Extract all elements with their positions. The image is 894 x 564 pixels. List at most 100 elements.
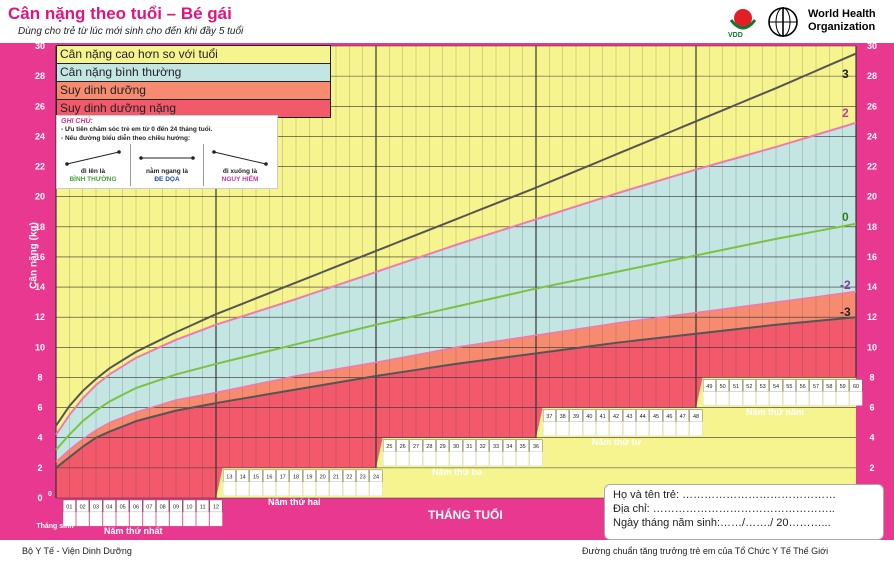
chart-subtitle: Dùng cho trẻ từ lúc mới sinh cho đến khi… bbox=[18, 26, 244, 37]
month-tick-36: 36 bbox=[533, 444, 539, 450]
month-column-11 bbox=[196, 511, 210, 527]
month-tick-54: 54 bbox=[773, 384, 779, 390]
month-tick-9: 09 bbox=[173, 505, 179, 511]
who-line-1: World Health bbox=[808, 8, 876, 20]
month-column-35 bbox=[516, 451, 530, 466]
note-trend-flat: nằm ngang là ĐE DỌA bbox=[130, 144, 203, 186]
child-name-field[interactable]: Họ và tên trẻ: …………………………………… bbox=[613, 489, 837, 501]
month-tick-48: 48 bbox=[693, 414, 699, 420]
y-tick-left-26: 26 bbox=[35, 101, 45, 111]
month-tick-57: 57 bbox=[813, 384, 819, 390]
month-column-5 bbox=[116, 511, 130, 527]
month-tick-14: 14 bbox=[240, 474, 246, 480]
y-tick-right-14: 14 bbox=[867, 282, 877, 292]
footer-source-left: Bộ Y Tế - Viện Dinh Dưỡng bbox=[22, 546, 132, 556]
curve-label-3: 3 bbox=[842, 67, 849, 81]
month-tick-49: 49 bbox=[706, 384, 712, 390]
footer-band bbox=[0, 540, 894, 564]
year-4-label: Năm thứ tư bbox=[592, 437, 642, 447]
month-column-55 bbox=[782, 391, 796, 406]
month-column-2 bbox=[76, 511, 90, 527]
curve-3 bbox=[55, 52, 857, 427]
month-tick-28: 28 bbox=[426, 444, 432, 450]
month-tick-50: 50 bbox=[720, 384, 726, 390]
month-column-49 bbox=[702, 391, 716, 406]
month-tick-3: 03 bbox=[93, 505, 99, 511]
child-info-box[interactable]: Họ và tên trẻ: …………………………………… Địa chỉ: …… bbox=[604, 484, 884, 540]
month-tick-42: 42 bbox=[613, 414, 619, 420]
month-column-59 bbox=[836, 391, 850, 406]
child-dob-field[interactable]: Ngày tháng năm sinh:……/……./ 20………... bbox=[613, 517, 831, 529]
note-box: GHI CHÚ: - Ưu tiên chăm sóc trẻ em từ 0 … bbox=[56, 115, 278, 189]
month-tick-16: 16 bbox=[266, 474, 272, 480]
month-tick-5: 05 bbox=[120, 505, 126, 511]
month-column-1 bbox=[62, 511, 76, 527]
y-tick-left-0: 0 bbox=[37, 493, 42, 503]
y-tick-left-18: 18 bbox=[35, 222, 45, 232]
curve--3 bbox=[55, 316, 857, 469]
month-tick-31: 31 bbox=[466, 444, 472, 450]
chart-legend: Cân nặng cao hơn so với tuổi Cân nặng bì… bbox=[56, 45, 331, 118]
month-column-14 bbox=[236, 481, 250, 497]
curve-label-2: 2 bbox=[842, 106, 849, 120]
month-tick-47: 47 bbox=[680, 414, 686, 420]
y-tick-right-22: 22 bbox=[867, 162, 877, 172]
y-tick-right-20: 20 bbox=[867, 192, 877, 202]
month-column-44 bbox=[636, 421, 650, 436]
month-tick-53: 53 bbox=[760, 384, 766, 390]
month-tick-24: 24 bbox=[373, 474, 379, 480]
chart-title: Cân nặng theo tuổi – Bé gái bbox=[8, 4, 232, 23]
y-axis-title: Cân nặng (kg) bbox=[28, 222, 40, 289]
month-column-22 bbox=[342, 481, 356, 497]
who-line-2: Organization bbox=[808, 21, 876, 33]
month-tick-43: 43 bbox=[626, 414, 632, 420]
y-tick-left-22: 22 bbox=[35, 162, 45, 172]
month-tick-4: 04 bbox=[106, 505, 112, 511]
month-column-3 bbox=[89, 511, 103, 527]
month-tick-60: 60 bbox=[853, 384, 859, 390]
month-column-40 bbox=[582, 421, 596, 436]
month-column-8 bbox=[156, 511, 170, 527]
note-line-2: - Nếu đường biểu diễn theo chiều hướng: bbox=[61, 135, 191, 142]
y-tick-right-4: 4 bbox=[869, 433, 874, 443]
month-tick-20: 20 bbox=[320, 474, 326, 480]
month-column-9 bbox=[169, 511, 183, 527]
month-column-52 bbox=[742, 391, 756, 406]
y-tick-right-12: 12 bbox=[867, 312, 877, 322]
month-column-18 bbox=[289, 481, 303, 497]
month-tick-7: 07 bbox=[146, 505, 152, 511]
y-tick-right-18: 18 bbox=[867, 222, 877, 232]
month-column-26 bbox=[396, 451, 410, 466]
month-tick-8: 08 bbox=[160, 505, 166, 511]
month-column-16 bbox=[262, 481, 276, 497]
month-column-53 bbox=[756, 391, 770, 406]
month-tick-38: 38 bbox=[560, 414, 566, 420]
month-column-17 bbox=[276, 481, 290, 497]
y-tick-right-6: 6 bbox=[869, 403, 874, 413]
vdd-logo-icon bbox=[729, 9, 757, 30]
y-tick-left-2: 2 bbox=[37, 463, 42, 473]
y-tick-left-30: 30 bbox=[35, 41, 45, 51]
month-tick-1: 01 bbox=[66, 505, 72, 511]
month-tick-23: 23 bbox=[360, 474, 366, 480]
y-tick-right-28: 28 bbox=[867, 71, 877, 81]
month-tick-58: 58 bbox=[826, 384, 832, 390]
footer-source-right: Đường chuẩn tăng trưởng trẻ em của Tổ Ch… bbox=[582, 546, 829, 556]
birth-month-label: Tháng sinh bbox=[36, 523, 74, 530]
child-address-field[interactable]: Địa chỉ: ………………………………………….. bbox=[613, 503, 835, 515]
month-column-39 bbox=[569, 421, 583, 436]
legend-item-severe-malnutrition: Suy dinh dưỡng nặng bbox=[57, 100, 330, 117]
curve-2 bbox=[55, 121, 857, 436]
month-column-13 bbox=[222, 481, 236, 497]
month-column-38 bbox=[556, 421, 570, 436]
y-tick-left-12: 12 bbox=[35, 312, 45, 322]
month-tick-13: 13 bbox=[226, 474, 232, 480]
month-tick-29: 29 bbox=[440, 444, 446, 450]
month-tick-19: 19 bbox=[306, 474, 312, 480]
trend-down-icon bbox=[212, 150, 268, 166]
month-column-54 bbox=[769, 391, 783, 406]
y-tick-right-16: 16 bbox=[867, 252, 877, 262]
month-tick-21: 21 bbox=[333, 474, 339, 480]
month-column-33 bbox=[489, 451, 503, 466]
